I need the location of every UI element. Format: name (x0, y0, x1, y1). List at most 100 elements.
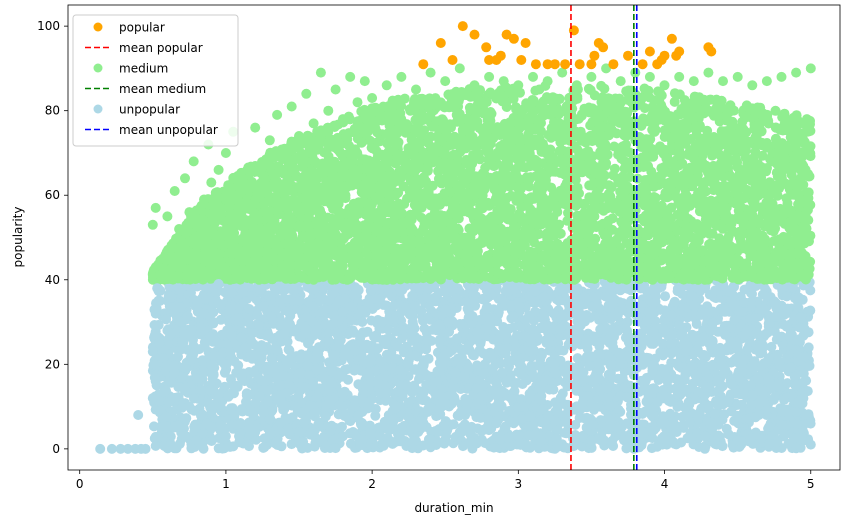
unpopular-dense-point (777, 404, 788, 415)
unpopular-dense-point (326, 366, 337, 377)
unpopular-dense-point (689, 300, 700, 311)
unpopular-dense-point (451, 333, 462, 344)
unpopular-dense-point (222, 441, 233, 452)
unpopular-dense-point (247, 328, 258, 339)
unpopular-dense-point (353, 410, 363, 421)
unpopular-dense-point (163, 397, 174, 408)
unpopular-dense-point (311, 348, 322, 359)
unpopular-dense-point (340, 345, 351, 356)
unpopular-dense-point (418, 359, 429, 370)
unpopular-dense-point (463, 312, 474, 323)
unpopular-dense-point (480, 438, 491, 449)
unpopular-dense-point (394, 364, 405, 375)
unpopular-dense-point (149, 421, 159, 432)
unpopular-dense-point (684, 417, 695, 428)
unpopular-dense-point (590, 336, 601, 347)
unpopular-dense-point (587, 301, 598, 312)
unpopular-dense-point (491, 418, 502, 429)
unpopular-dense-point (406, 308, 417, 319)
unpopular-dense-point (568, 433, 579, 444)
unpopular-dense-point (583, 391, 594, 402)
unpopular-dense-point (378, 440, 389, 451)
unpopular-dense-point (770, 299, 781, 310)
unpopular-dense-point (285, 294, 296, 305)
unpopular-dense-point (529, 286, 540, 297)
unpopular-dense-point (395, 433, 406, 444)
unpopular-dense-point (258, 301, 269, 312)
unpopular-dense-point (312, 438, 323, 449)
unpopular-dense-point (223, 390, 234, 401)
unpopular-dense-point (538, 291, 549, 302)
unpopular-dense-point (455, 407, 466, 417)
unpopular-dense-point (150, 431, 161, 442)
unpopular-dense-point (530, 306, 541, 317)
unpopular-dense-point (671, 358, 682, 369)
unpopular-dense-point (348, 427, 359, 437)
unpopular-dense-point (658, 385, 669, 395)
unpopular-dense-point (161, 411, 172, 422)
unpopular-dense-point (192, 299, 203, 310)
unpopular-dense-point (358, 305, 369, 316)
unpopular-dense-point (281, 400, 292, 411)
unpopular-dense-point (213, 389, 224, 400)
unpopular-dense-point (236, 332, 247, 343)
unpopular-dense-point (614, 347, 625, 358)
unpopular-dense-point (361, 339, 372, 350)
unpopular-dense-point (691, 319, 702, 329)
unpopular-dense-point (458, 441, 468, 452)
unpopular-dense-point (508, 335, 519, 346)
unpopular-dense-point (636, 300, 647, 310)
unpopular-dense-point (785, 362, 796, 373)
unpopular-dense-point (605, 283, 615, 294)
unpopular-dense-point (576, 403, 587, 414)
unpopular-dense-point (803, 342, 814, 353)
unpopular-dense-point (416, 422, 427, 433)
unpopular-dense-point (520, 314, 531, 325)
unpopular-dense-point (301, 312, 312, 322)
unpopular-dense-point (745, 380, 756, 391)
unpopular-dense-point (795, 312, 806, 323)
unpopular-dense-point (422, 335, 433, 346)
unpopular-dense-point (463, 340, 474, 351)
unpopular-dense-point (677, 289, 688, 299)
unpopular-dense-point (369, 331, 380, 342)
unpopular-dense-point (537, 323, 547, 334)
unpopular-dense-point (278, 370, 289, 381)
unpopular-dense-point (640, 375, 651, 386)
unpopular-dense-point (508, 418, 519, 429)
unpopular-dense-point (471, 412, 482, 423)
unpopular-dense-point (578, 316, 589, 327)
unpopular-dense-point (764, 422, 774, 432)
unpopular-dense-point (737, 366, 748, 377)
unpopular-dense-point (383, 324, 394, 335)
unpopular-dense-point (360, 380, 371, 391)
unpopular-dense-point (626, 305, 637, 316)
unpopular-dense-point (717, 441, 728, 452)
unpopular-dense-point (237, 406, 248, 417)
plot-area (95, 5, 816, 470)
unpopular-dense-point (503, 432, 514, 443)
unpopular-dense-point (465, 429, 476, 440)
unpopular-dense-point (726, 296, 736, 307)
unpopular-dense-point (739, 354, 750, 365)
unpopular-dense-point (726, 379, 737, 390)
unpopular-dense-point (508, 322, 518, 333)
unpopular-dense-point (282, 306, 293, 317)
unpopular-dense-point (732, 344, 743, 355)
unpopular-dense-point (551, 433, 562, 444)
unpopular-dense-point (390, 354, 401, 364)
unpopular-dense-point (485, 313, 496, 324)
unpopular-dense-point (248, 410, 259, 421)
unpopular-dense-point (439, 355, 450, 366)
unpopular-dense-point (514, 358, 525, 369)
unpopular-dense-point (543, 336, 554, 347)
unpopular-dense-point (771, 311, 782, 322)
unpopular-dense-point (410, 364, 421, 375)
unpopular-dense-point (448, 419, 459, 430)
unpopular-dense-point (686, 360, 697, 371)
unpopular-dense-point (451, 293, 462, 304)
unpopular-dense-point (211, 287, 222, 298)
unpopular-dense-point (518, 401, 529, 412)
unpopular-dense-point (789, 371, 800, 382)
unpopular-dense-point (444, 326, 455, 337)
